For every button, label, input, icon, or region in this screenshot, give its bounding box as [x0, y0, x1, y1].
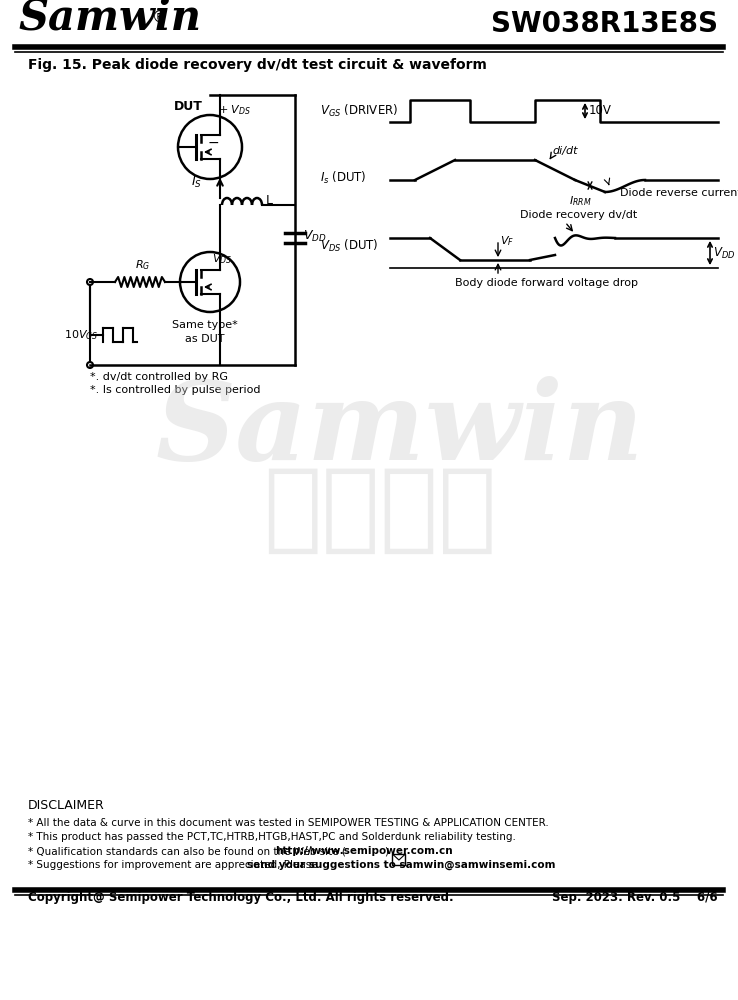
Text: ): ) [384, 846, 388, 856]
Text: * Qualification standards can also be found on the Web site (: * Qualification standards can also be fo… [28, 846, 346, 856]
Text: $V_{DD}$: $V_{DD}$ [303, 228, 327, 244]
Text: *. Is controlled by pulse period: *. Is controlled by pulse period [90, 385, 261, 395]
Text: Samwin: Samwin [156, 376, 644, 484]
Text: $V_{DD}$: $V_{DD}$ [713, 245, 735, 261]
Text: di/dt: di/dt [552, 146, 578, 156]
Text: Copyright@ Semipower Technology Co., Ltd. All rights reserved.: Copyright@ Semipower Technology Co., Ltd… [28, 891, 454, 904]
Text: Fig. 15. Peak diode recovery dv/dt test circuit & waveform: Fig. 15. Peak diode recovery dv/dt test … [28, 58, 487, 72]
Text: $R_G$: $R_G$ [135, 258, 151, 272]
Text: DISCLAIMER: DISCLAIMER [28, 799, 105, 812]
Text: $I_S$: $I_S$ [191, 174, 202, 190]
Text: 内部保密: 内部保密 [263, 464, 497, 556]
Text: + $V_{DS}$: + $V_{DS}$ [218, 103, 251, 117]
Text: −: − [208, 136, 220, 150]
Text: $I_s$ (DUT): $I_s$ (DUT) [320, 170, 367, 186]
Text: L: L [266, 194, 273, 208]
Text: Sep. 2023. Rev. 0.5    6/6: Sep. 2023. Rev. 0.5 6/6 [552, 891, 718, 904]
Text: $I_{RRM}$: $I_{RRM}$ [569, 194, 591, 208]
Text: $V_{DS}$ (DUT): $V_{DS}$ (DUT) [320, 238, 379, 254]
Text: * Suggestions for improvement are appreciated, Please: * Suggestions for improvement are apprec… [28, 860, 321, 870]
Text: $V_{DS}$: $V_{DS}$ [212, 252, 232, 266]
Text: Diode reverse current: Diode reverse current [620, 188, 738, 198]
Text: send your suggestions to samwin@samwinsemi.com: send your suggestions to samwin@samwinse… [246, 860, 555, 870]
Text: $10V_{GS}$: $10V_{GS}$ [63, 328, 98, 342]
Text: SW038R13E8S: SW038R13E8S [491, 10, 718, 38]
Text: Body diode forward voltage drop: Body diode forward voltage drop [455, 278, 638, 288]
Text: DUT: DUT [173, 100, 202, 113]
Text: Samwin: Samwin [18, 0, 201, 38]
Text: $V_{GS}$ (DRIVER): $V_{GS}$ (DRIVER) [320, 103, 399, 119]
Text: 10V: 10V [589, 104, 612, 117]
Text: Diode recovery dv/dt: Diode recovery dv/dt [520, 210, 637, 220]
Text: $V_F$: $V_F$ [500, 234, 514, 248]
Text: *. dv/dt controlled by RG: *. dv/dt controlled by RG [90, 372, 228, 382]
Text: as DUT: as DUT [185, 334, 225, 344]
Bar [393, 854, 405, 865]
Text: Same type*: Same type* [172, 320, 238, 330]
Text: * All the data & curve in this document was tested in SEMIPOWER TESTING & APPLIC: * All the data & curve in this document … [28, 818, 549, 828]
Text: * This product has passed the PCT,TC,HTRB,HTGB,HAST,PC and Solderdunk reliabilit: * This product has passed the PCT,TC,HTR… [28, 832, 516, 842]
Text: http://www.semipower.com.cn: http://www.semipower.com.cn [275, 846, 452, 856]
Text: ®: ® [152, 10, 168, 25]
